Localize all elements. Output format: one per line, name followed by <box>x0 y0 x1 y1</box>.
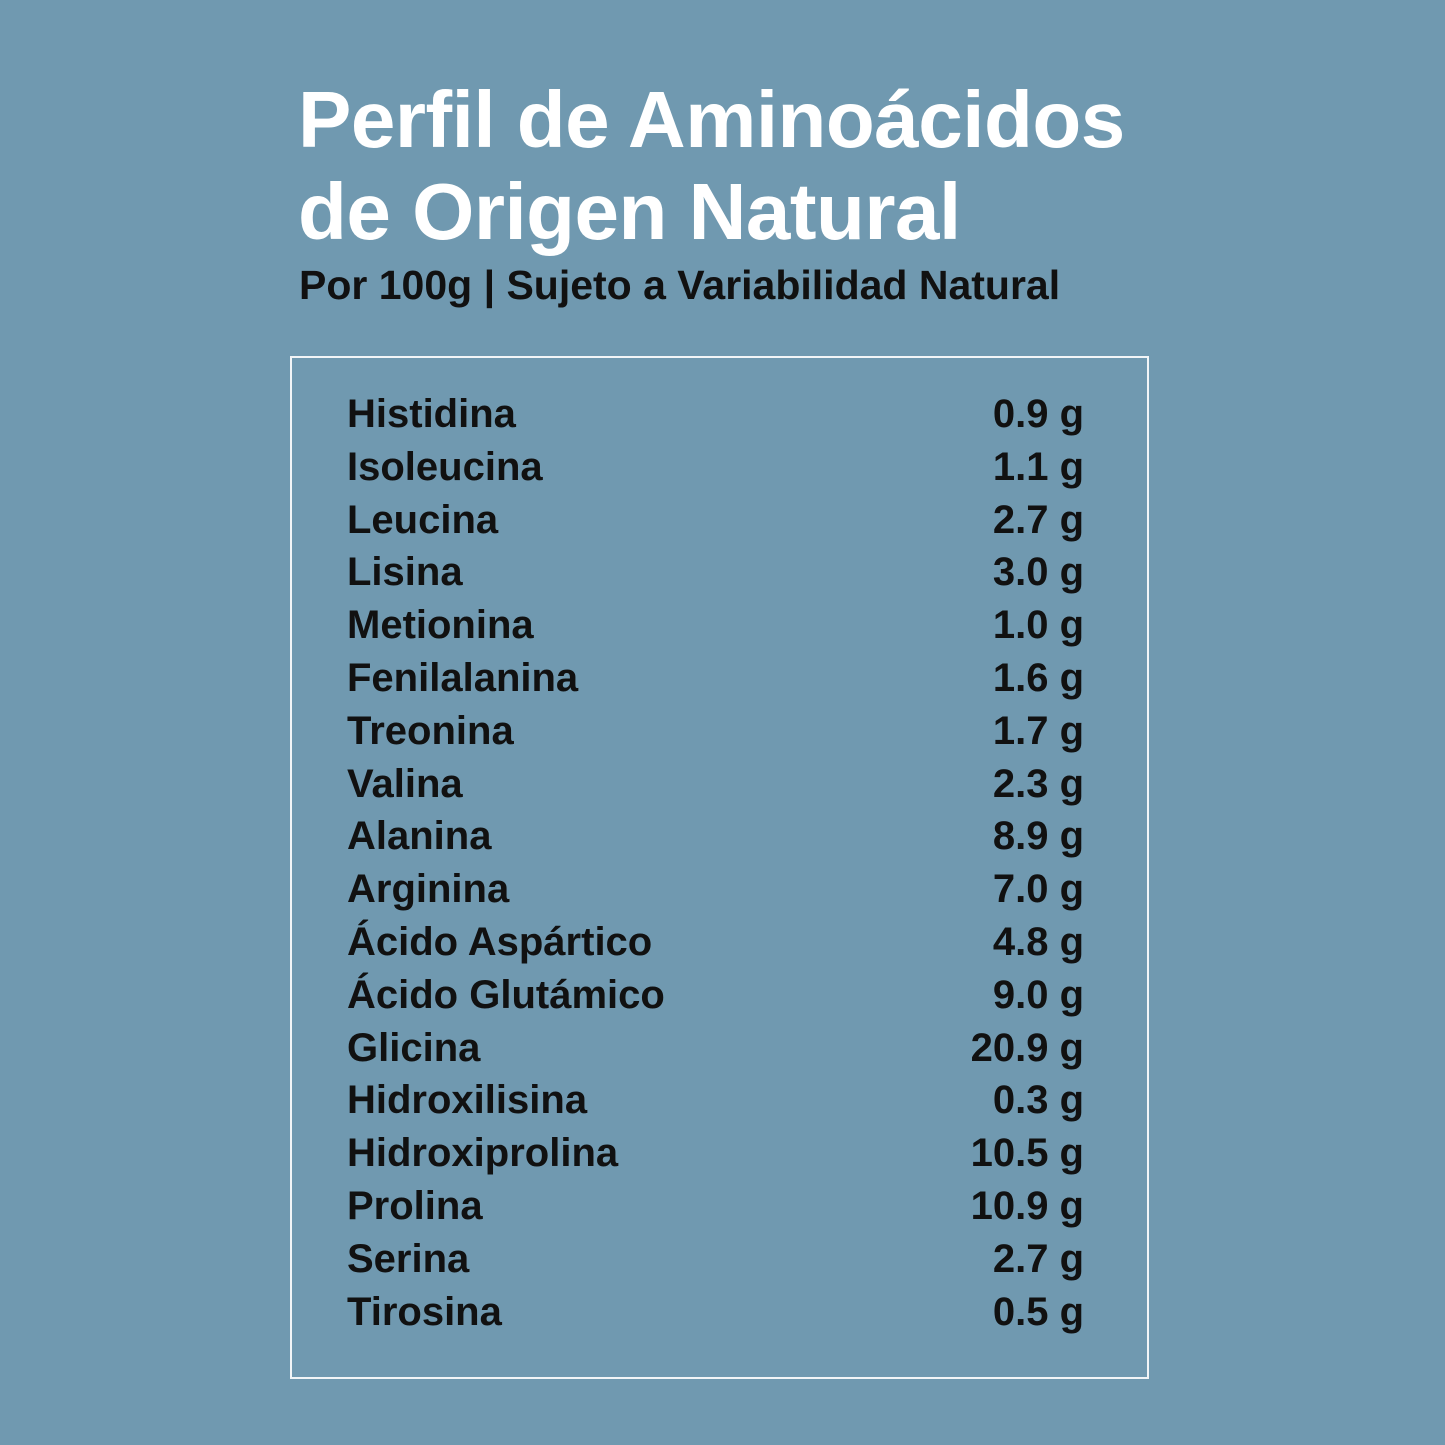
title-line: Perfil de Aminoácidos <box>298 75 1125 164</box>
table-row: Ácido Glutámico 9.0 g <box>292 973 1147 1026</box>
amino-acid-amount: 1.6 g <box>992 656 1084 700</box>
table-row: Ácido Aspártico 4.8 g <box>292 920 1147 973</box>
amino-acid-amount: 1.0 g <box>992 603 1084 648</box>
amino-acid-amount: 0.9 g <box>992 392 1084 436</box>
amino-acid-name: Leucina <box>347 497 499 542</box>
amino-acid-name: Ácido Aspártico <box>347 920 653 964</box>
amino-acid-name: Isoleucina <box>347 444 543 489</box>
title-line: de Origen Natural <box>298 167 961 256</box>
amino-acid-name: Hidroxiprolina <box>347 1131 619 1176</box>
table-row: Leucina 2.7 g <box>292 498 1147 551</box>
amino-acid-amount: 9.0 g <box>992 972 1084 1017</box>
table-row: Serina 2.7 g <box>292 1237 1147 1290</box>
amino-acid-amount: 10.9 g <box>970 1184 1084 1228</box>
table-row: Glicina 20.9 g <box>292 1026 1147 1079</box>
amino-acid-amount: 3.0 g <box>992 550 1084 595</box>
amino-acid-amount: 4.8 g <box>992 920 1084 964</box>
subtitle: Por 100g | Sujeto a Variabilidad Natural <box>299 262 1061 308</box>
amino-acid-name: Arginina <box>347 867 510 912</box>
table-row: Histidina 0.9 g <box>292 392 1147 445</box>
table-row: Fenilalanina 1.6 g <box>292 656 1147 709</box>
amino-acid-name: Tirosina <box>347 1289 502 1334</box>
table-row: Treonina 1.7 g <box>292 709 1147 762</box>
table-row: Valina 2.3 g <box>292 762 1147 815</box>
amino-acid-amount: 7.0 g <box>992 867 1084 912</box>
amino-acid-name: Lisina <box>347 550 463 595</box>
amino-acid-amount: 20.9 g <box>970 1025 1084 1070</box>
table-row: Arginina 7.0 g <box>292 867 1147 920</box>
table-row: Lisina 3.0 g <box>292 550 1147 603</box>
amino-acid-name: Serina <box>347 1236 470 1281</box>
amino-acid-amount: 10.5 g <box>970 1131 1084 1176</box>
amino-acid-amount: 1.1 g <box>992 444 1084 489</box>
table-row: Hidroxilisina 0.3 g <box>292 1078 1147 1131</box>
amino-acid-name: Prolina <box>347 1184 483 1228</box>
amino-acid-name: Valina <box>347 761 463 806</box>
amino-acid-amount: 2.3 g <box>992 761 1084 806</box>
table-box: Histidina 0.9 g Isoleucina 1.1 g Leucina 2.7 … <box>290 356 1149 1379</box>
amino-acid-name: Hidroxilisina <box>347 1078 588 1123</box>
table-row: Hidroxiprolina 10.5 g <box>292 1131 1147 1184</box>
amino-acid-amount: 1.7 g <box>992 708 1084 753</box>
amino-acid-amount: 2.7 g <box>992 497 1084 542</box>
table-row: Tirosina 0.5 g <box>292 1290 1147 1343</box>
amino-acid-amount: 0.3 g <box>992 1078 1084 1123</box>
amino-acid-name: Glicina <box>347 1025 481 1070</box>
amino-acid-amount: 0.5 g <box>992 1289 1084 1334</box>
amino-acid-name: Fenilalanina <box>347 656 579 700</box>
table-row: Prolina 10.9 g <box>292 1184 1147 1237</box>
amino-acid-name: Treonina <box>347 708 514 753</box>
amino-acid-name: Ácido Glutámico <box>347 972 665 1017</box>
amino-acid-amount: 8.9 g <box>992 814 1084 859</box>
table-row: Metionina 1.0 g <box>292 603 1147 656</box>
amino-acid-name: Histidina <box>347 392 516 436</box>
amino-acid-name: Metionina <box>347 603 534 648</box>
amino-acid-name: Alanina <box>347 814 492 859</box>
amino-acid-amount: 2.7 g <box>992 1236 1084 1281</box>
table-row: Isoleucina 1.1 g <box>292 445 1147 498</box>
table-row: Alanina 8.9 g <box>292 814 1147 867</box>
